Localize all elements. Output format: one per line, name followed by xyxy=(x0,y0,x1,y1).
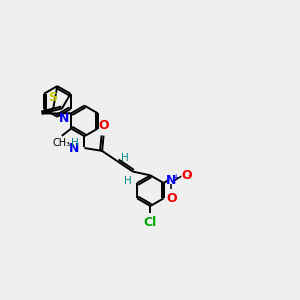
Text: O: O xyxy=(98,119,109,132)
Text: S: S xyxy=(49,92,58,104)
Text: N: N xyxy=(166,174,176,187)
Text: H: H xyxy=(124,176,131,186)
Text: +: + xyxy=(172,173,178,182)
Text: -: - xyxy=(188,169,192,182)
Text: O: O xyxy=(181,169,192,182)
Text: H: H xyxy=(121,153,129,163)
Text: N: N xyxy=(58,112,69,125)
Text: O: O xyxy=(166,192,177,205)
Text: H: H xyxy=(71,138,79,148)
Text: Cl: Cl xyxy=(144,216,157,229)
Text: N: N xyxy=(69,142,79,155)
Text: CH₃: CH₃ xyxy=(52,138,70,148)
